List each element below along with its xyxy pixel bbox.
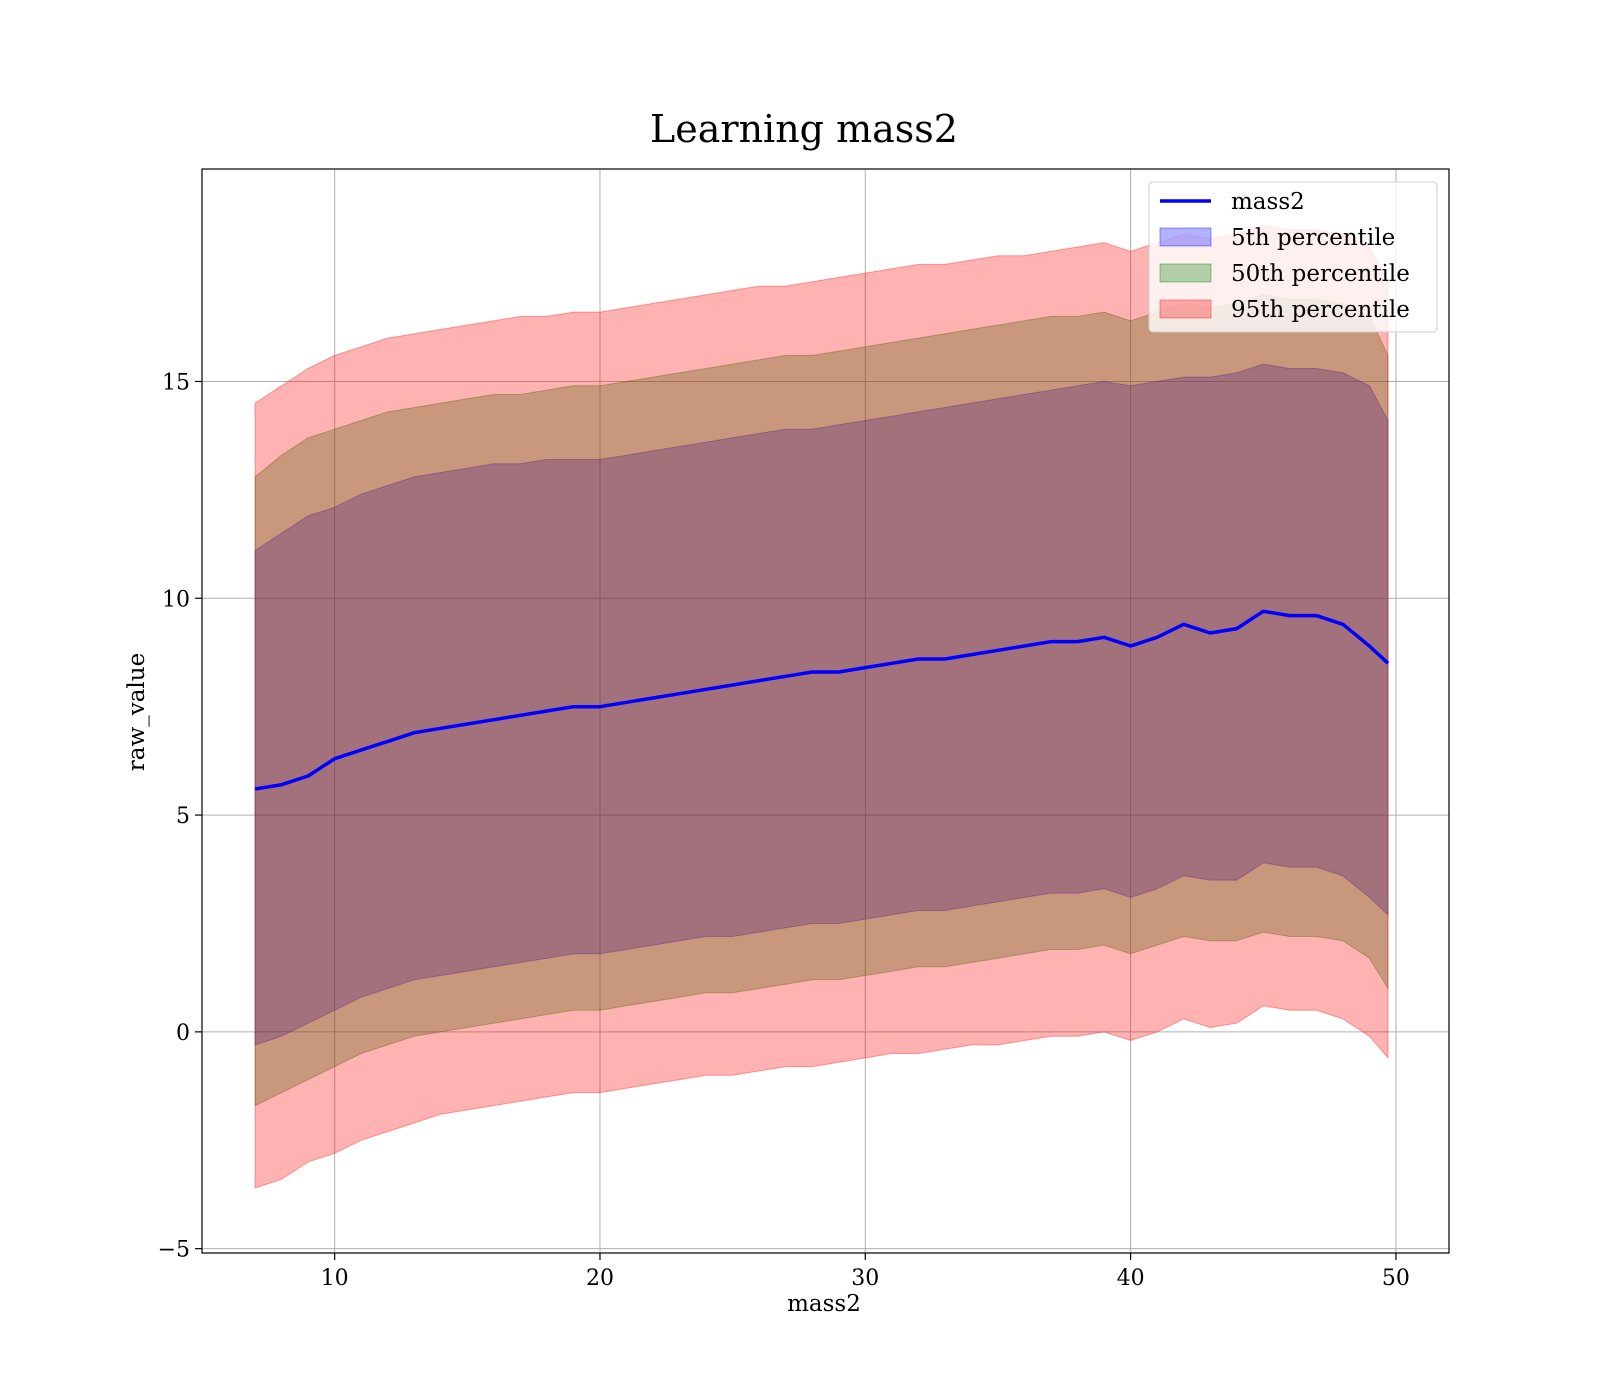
legend-50th-percentile-swatch [1159, 263, 1212, 283]
x-tick-10: 10 [321, 1253, 349, 1291]
x-tick-label: 20 [586, 1266, 614, 1291]
legend: mass2 5th percentile 50th percentile 95t… [1148, 181, 1438, 333]
x-tick-label: 50 [1382, 1266, 1410, 1291]
x-tick-40: 40 [1117, 1253, 1145, 1291]
x-tick-30: 30 [851, 1253, 879, 1291]
chart-title: Learning mass2 [650, 107, 958, 151]
y-tick-label: 10 [162, 587, 190, 612]
x-axis-label: mass2 [787, 1291, 861, 1317]
legend-5th-percentile-label: 5th percentile [1231, 225, 1395, 251]
band-50th-percentile [254, 294, 1389, 1107]
legend-95th-percentile-swatch [1159, 299, 1212, 319]
y-tick-label: 0 [176, 1021, 190, 1046]
grid [202, 169, 1449, 1253]
y-tick-label: 15 [162, 370, 190, 395]
y-ticks: −5 0 5 10 15 [158, 370, 202, 1263]
x-tick-20: 20 [586, 1253, 614, 1291]
y-tick-5: 5 [176, 804, 202, 829]
x-ticks: 10 20 30 40 50 [321, 1253, 1410, 1291]
y-tick-15: 15 [162, 370, 202, 395]
x-tick-label: 10 [321, 1266, 349, 1291]
series-lines [254, 609, 1390, 791]
line-mass2 [254, 609, 1390, 791]
legend-frame [1148, 181, 1438, 333]
band-95th-percentile [254, 224, 1389, 1189]
x-tick-50: 50 [1382, 1253, 1410, 1291]
y-tick-10: 10 [162, 587, 202, 612]
legend-mass2-label: mass2 [1231, 189, 1305, 215]
legend-50th-percentile-label: 50th percentile [1231, 261, 1410, 287]
legend-5th-percentile-swatch [1159, 227, 1212, 247]
band-5th-percentile [254, 363, 1389, 1046]
x-tick-label: 30 [851, 1266, 879, 1291]
y-axis-label: raw_value [124, 653, 150, 771]
plot-frame [201, 168, 1450, 1254]
legend-95th-percentile-label: 95th percentile [1231, 297, 1410, 323]
y-tick-label: −5 [158, 1238, 190, 1263]
percentile-bands [254, 224, 1389, 1189]
y-tick-label: 5 [176, 804, 190, 829]
y-tick-0: 0 [176, 1021, 202, 1046]
y-tick-5: −5 [158, 1238, 202, 1263]
x-tick-label: 40 [1117, 1266, 1145, 1291]
